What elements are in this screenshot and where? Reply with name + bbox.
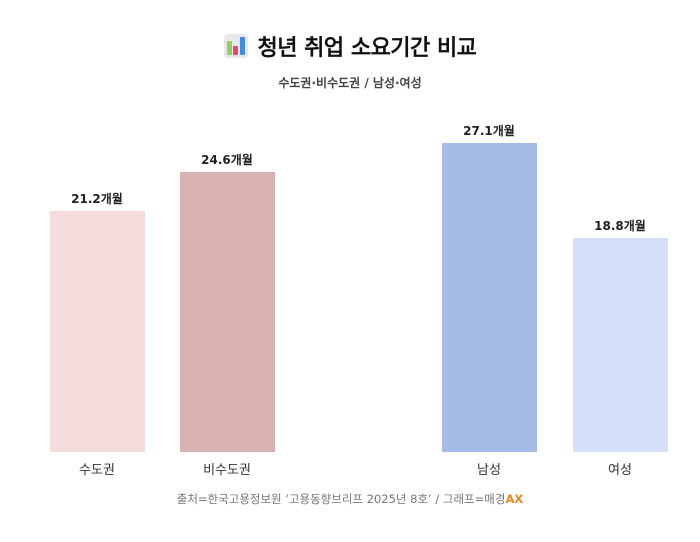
source-text: 출처=한국고용정보원 ‘고용동향브리프 2025년 8호’ / 그래프=매경 (176, 492, 506, 506)
source-caption: 출처=한국고용정보원 ‘고용동향브리프 2025년 8호’ / 그래프=매경AX (0, 491, 700, 507)
category-label: 여성 (608, 463, 632, 478)
chart-title: 청년 취업 소요기간 비교 (257, 36, 477, 61)
chart-title-row: 청년 취업 소요기간 비교 (0, 30, 700, 62)
bar-female (573, 238, 668, 452)
category-label: 남성 (477, 463, 501, 478)
category-label: 비수도권 (203, 463, 251, 478)
value-label: 21.2개월 (71, 192, 123, 206)
category-label: 수도권 (79, 463, 115, 478)
brand-logo: AX (505, 492, 524, 506)
bar-chart-icon (223, 34, 248, 58)
bar-male (442, 143, 537, 452)
value-label: 18.8개월 (594, 219, 646, 233)
bar-capital-area (50, 211, 145, 452)
chart-subtitle: 수도권·비수도권 / 남성·여성 (278, 76, 422, 90)
value-label: 24.6개월 (201, 153, 253, 167)
value-label: 27.1개월 (463, 124, 515, 138)
bar-non-capital-area (180, 172, 275, 452)
